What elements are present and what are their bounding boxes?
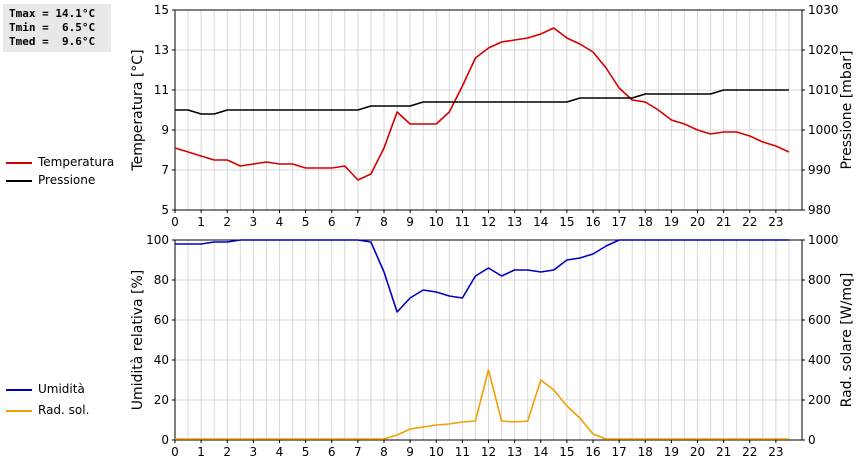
x-tick-label: 12 [481,215,496,229]
y-right-tick-label: 1000 [808,233,839,247]
x-tick-label: 22 [742,445,757,459]
x-tick-label: 10 [429,215,444,229]
legend-label: Pressione [38,173,96,187]
x-tick-label: 13 [507,215,522,229]
x-tick-label: 23 [768,445,783,459]
x-tick-label: 2 [223,215,231,229]
x-tick-label: 9 [406,445,414,459]
x-tick-label: 19 [664,445,679,459]
x-tick-label: 11 [455,445,470,459]
x-tick-label: 6 [328,215,336,229]
x-tick-label: 19 [664,215,679,229]
x-tick-label: 3 [250,445,258,459]
x-tick-label: 11 [455,215,470,229]
x-tick-label: 4 [276,445,284,459]
y-left-tick-label: 7 [161,163,169,177]
x-tick-label: 21 [716,445,731,459]
x-tick-label: 16 [585,215,600,229]
x-tick-label: 14 [533,445,548,459]
y-right-tick-label: 400 [808,353,831,367]
x-tick-label: 22 [742,215,757,229]
y-left-tick-label: 15 [154,3,169,17]
series-line-pressione [175,89,789,115]
legend-label: Temperatura [38,155,115,169]
x-tick-label: 17 [611,445,626,459]
x-tick-label: 17 [611,215,626,229]
series-line-temperatura [174,27,790,181]
x-tick-label: 20 [690,445,705,459]
x-tick-label: 7 [354,215,362,229]
x-tick-label: 15 [559,215,574,229]
stats-box: Tmax = 14.1°C Tmin = 6.5°C Tmed = 9.6°C [3,4,111,52]
series-line-umidit- [175,239,789,313]
x-tick-label: 2 [223,445,231,459]
y-left-tick-label: 9 [161,123,169,137]
y-left-tick-label: 20 [154,393,169,407]
x-tick-label: 15 [559,445,574,459]
x-tick-label: 5 [302,445,310,459]
y-left-tick-label: 13 [154,43,169,57]
legend-swatch-pressione [6,179,32,182]
x-tick-label: 0 [171,445,179,459]
x-tick-label: 4 [276,215,284,229]
legend-radsol: Rad. sol. [6,402,89,418]
y-right-tick-label: 0 [808,433,816,447]
x-tick-label: 9 [406,215,414,229]
legend-temperatura: Temperatura [6,154,114,170]
legend-swatch-radsol [6,409,32,412]
y-right-tick-label: 1010 [808,83,839,97]
y-right-tick-label: 200 [808,393,831,407]
x-tick-label: 10 [429,445,444,459]
series-line-rad-sol- [175,369,789,440]
x-tick-label: 5 [302,215,310,229]
y-right-tick-label: 800 [808,273,831,287]
legend-pressione: Pressione [6,172,95,188]
tmax-text: Tmax = 14.1°C [9,7,96,20]
y-right-tick-label: 990 [808,163,831,177]
tmed-text: Tmed = 9.6°C [9,35,96,48]
y-right-tick-label: 1000 [808,123,839,137]
legend-swatch-umidita [6,388,32,391]
x-tick-label: 3 [250,215,258,229]
legend-umidita: Umidità [6,381,85,397]
x-tick-label: 8 [380,215,388,229]
y-left-tick-label: 5 [161,203,169,217]
y-right-tick-label: 1030 [808,3,839,17]
x-tick-label: 1 [197,445,205,459]
x-tick-label: 16 [585,445,600,459]
x-tick-label: 23 [768,215,783,229]
legend-label: Rad. sol. [38,403,90,417]
y-right-axis-label: Pressione [mbar] [839,50,855,169]
legend-label: Umidità [38,382,85,396]
x-tick-label: 7 [354,445,362,459]
y-left-tick-label: 40 [154,353,169,367]
legend-swatch-temperatura [6,161,32,164]
x-tick-label: 14 [533,215,548,229]
tmin-text: Tmin = 6.5°C [9,21,96,34]
x-tick-label: 1 [197,215,205,229]
x-tick-label: 18 [638,215,653,229]
y-left-tick-label: 11 [154,83,169,97]
y-right-axis-label: Rad. solare [W/mq] [839,273,855,408]
y-right-tick-label: 980 [808,203,831,217]
x-tick-label: 18 [638,445,653,459]
x-tick-label: 8 [380,445,388,459]
y-left-tick-label: 80 [154,273,169,287]
x-tick-label: 0 [171,215,179,229]
x-tick-label: 21 [716,215,731,229]
y-left-axis-label: Temperatura [°C] [130,49,146,171]
x-tick-label: 20 [690,215,705,229]
x-tick-label: 6 [328,445,336,459]
y-left-tick-label: 100 [146,233,169,247]
y-right-tick-label: 600 [808,313,831,327]
y-right-tick-label: 1020 [808,43,839,57]
y-left-tick-label: 0 [161,433,169,447]
y-left-axis-label: Umidità relativa [%] [130,270,146,411]
x-tick-label: 12 [481,445,496,459]
y-left-tick-label: 60 [154,313,169,327]
x-tick-label: 13 [507,445,522,459]
